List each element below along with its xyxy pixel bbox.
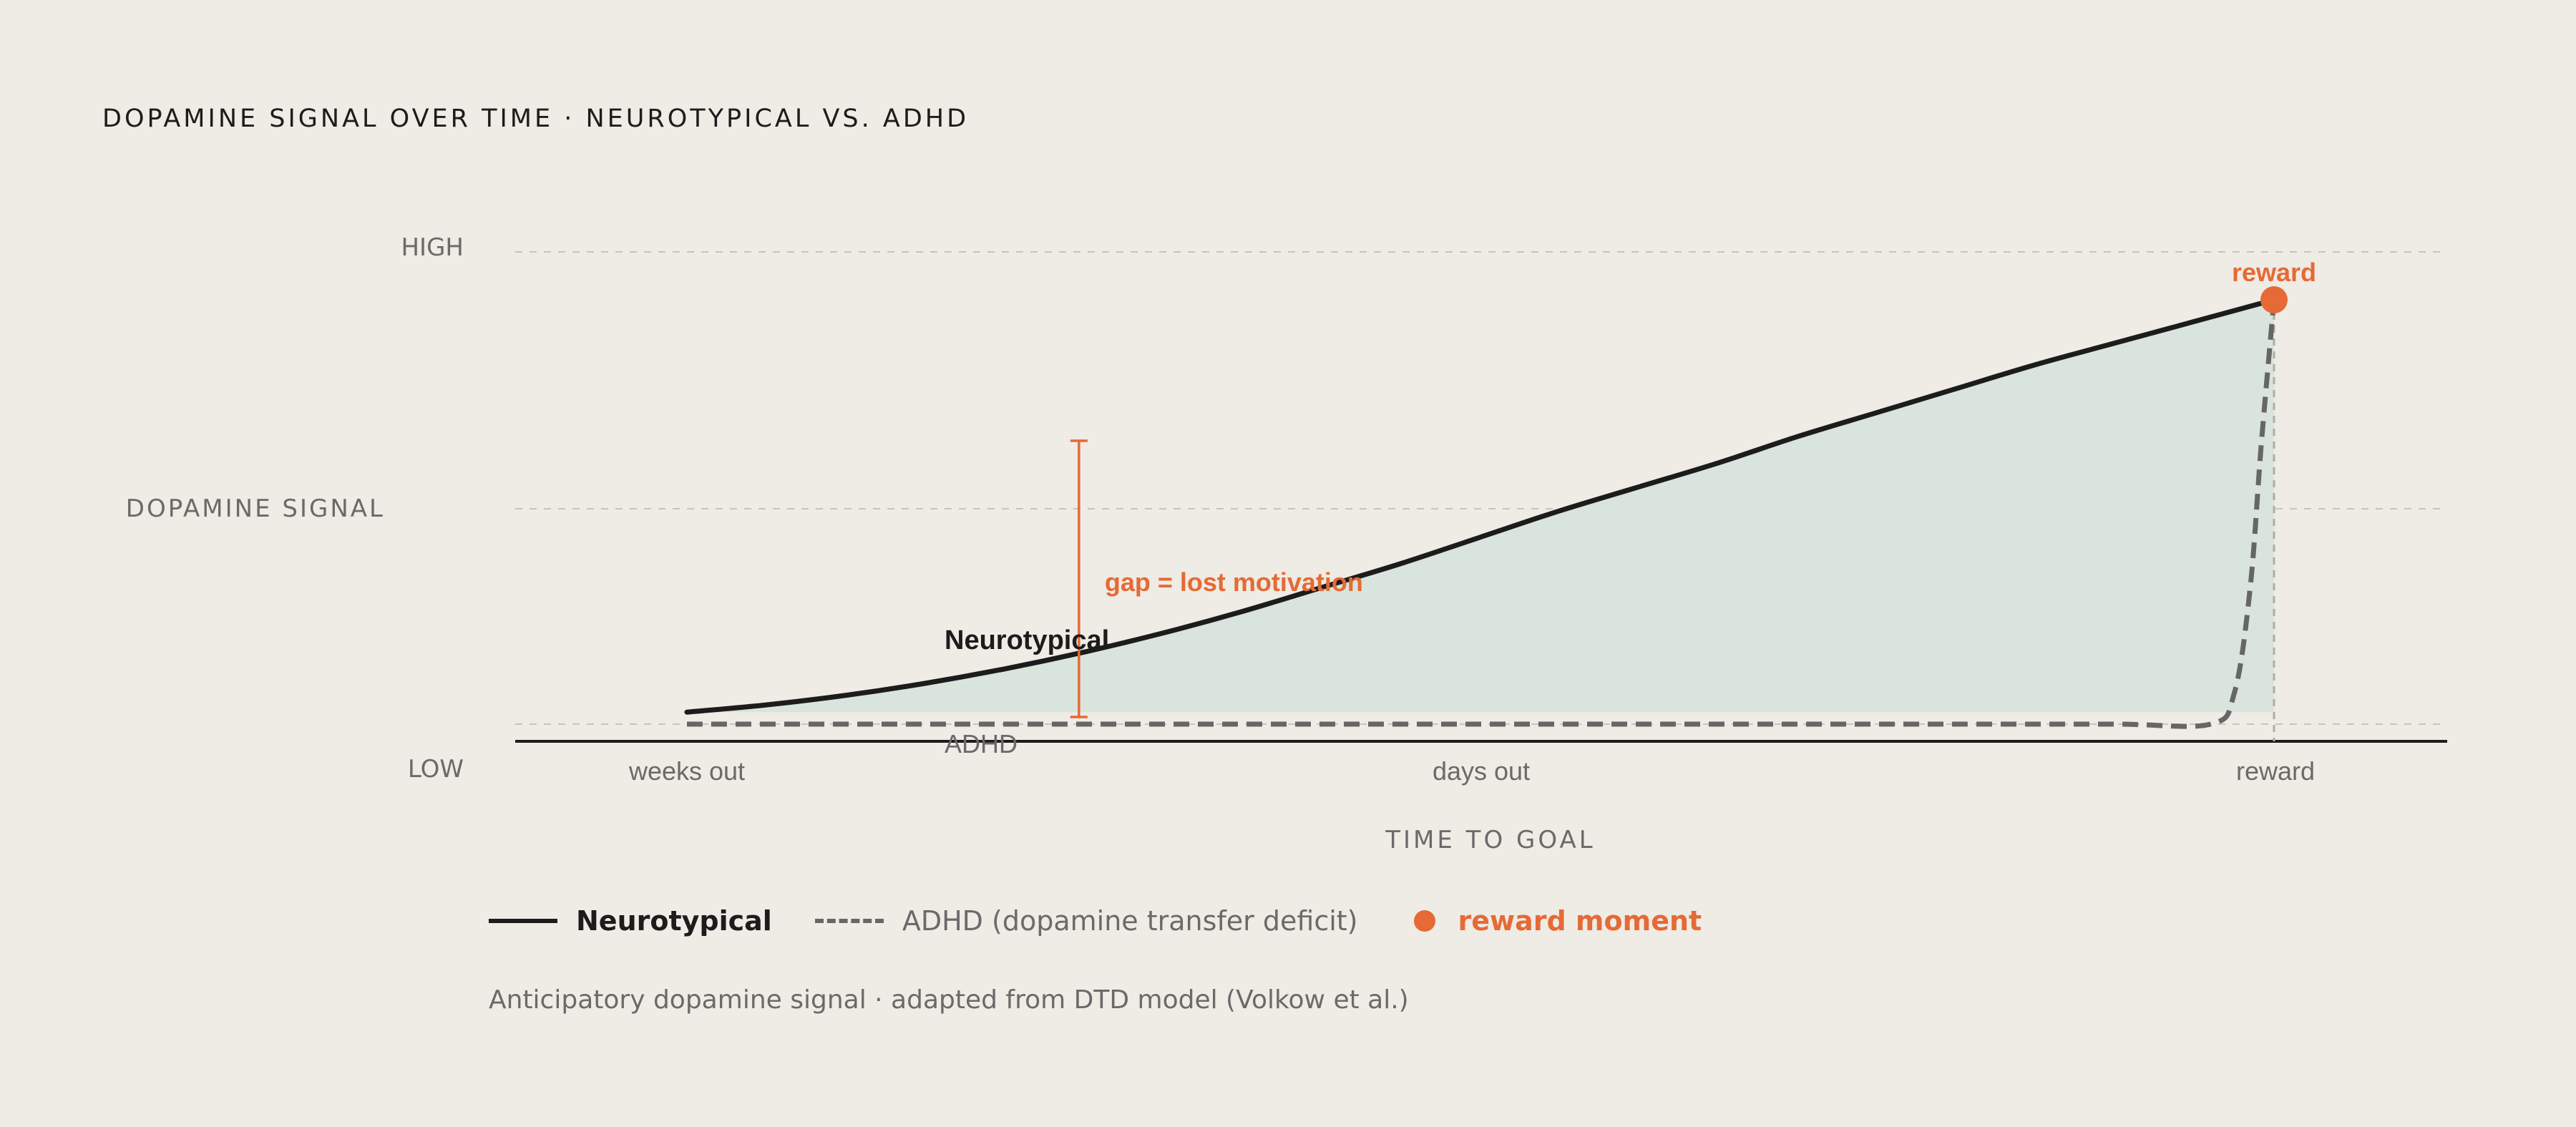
legend-swatch-dot: [1413, 910, 1435, 932]
legend-label-adhd: ADHD (dopamine transfer deficit): [902, 905, 1358, 937]
gap-annotation: gap = lost motivation: [1105, 567, 1363, 597]
reward-annotation: reward: [2232, 258, 2316, 287]
y-axis-label: DOPAMINE SIGNAL: [126, 494, 385, 523]
y-tick-high: HIGH: [401, 233, 464, 262]
legend-item-neurotypical: Neurotypical: [489, 905, 772, 937]
x-axis-label: TIME TO GOAL: [1385, 826, 1595, 854]
gap-marker: [1070, 439, 1088, 718]
legend-item-adhd: ADHD (dopamine transfer deficit): [814, 905, 1358, 937]
legend-swatch-dashed: [814, 919, 884, 923]
y-tick-low: LOW: [408, 755, 464, 784]
x-tick-reward: reward: [2236, 756, 2315, 786]
series-label-neurotypical: Neurotypical: [945, 625, 1109, 655]
legend-swatch-solid: [489, 919, 557, 923]
legend-item-reward: reward moment: [1401, 905, 1702, 937]
legend-label-neurotypical: Neurotypical: [576, 905, 772, 937]
gap-fill-area: [687, 300, 2274, 713]
x-tick-days-out: days out: [1433, 756, 1530, 786]
reward-point: [2260, 286, 2288, 313]
legend: Neurotypical ADHD (dopamine transfer def…: [489, 905, 1745, 937]
legend-label-reward: reward moment: [1458, 905, 1702, 937]
chart-title: DOPAMINE SIGNAL OVER TIME · NEUROTYPICAL…: [102, 104, 970, 133]
series-label-adhd: ADHD: [945, 729, 1018, 758]
series-line-neurotypical: [684, 297, 2277, 715]
series-line-adhd: [686, 299, 2277, 729]
x-tick-weeks-out: weeks out: [628, 756, 745, 786]
chart-caption: Anticipatory dopamine signal · adapted f…: [489, 985, 1409, 1015]
